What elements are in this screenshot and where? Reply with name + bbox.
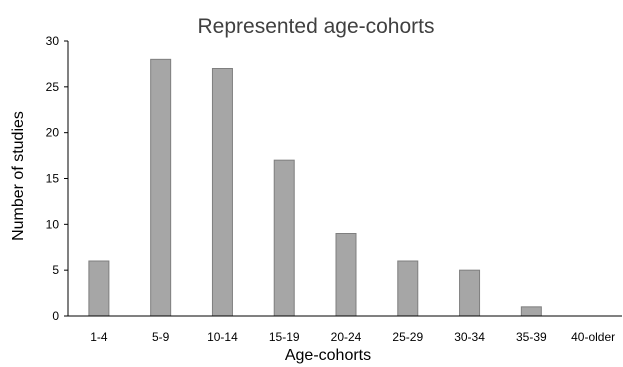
x-tick-label: 20-24: [331, 330, 362, 344]
bar-30-34: [459, 269, 481, 317]
y-tick-label: 5: [52, 263, 59, 277]
chart-title: Represented age-cohorts: [198, 15, 435, 38]
y-axis-label: Number of studies: [10, 111, 27, 241]
x-tick-label: 25-29: [392, 330, 423, 344]
y-tick-label: 20: [46, 126, 60, 140]
bar-1-4: [88, 260, 110, 317]
x-tick-label: 30-34: [454, 330, 485, 344]
y-tick-label: 0: [52, 309, 59, 323]
y-tick-label: 30: [46, 34, 60, 48]
bars: [88, 58, 542, 317]
y-tick-label: 15: [46, 172, 60, 186]
x-tick-label: 35-39: [516, 330, 547, 344]
y-tick-label: 10: [46, 217, 60, 231]
x-tick-label: 1-4: [90, 330, 108, 344]
bar-5-9: [150, 58, 172, 317]
x-tick-label: 10-14: [207, 330, 238, 344]
bar-15-19: [273, 159, 295, 317]
x-axis-label: Age-cohorts: [285, 347, 371, 364]
bar-10-14: [211, 68, 233, 317]
x-tick-label: 40-older: [571, 330, 615, 344]
bar-25-29: [397, 260, 419, 317]
y-tick-label: 25: [46, 80, 60, 94]
bar-35-39: [520, 306, 542, 317]
x-axis-ticks: 1-4 5-9 10-14 15-19 20-24 25-29 30-34 35-39 40-o…: [90, 330, 615, 344]
x-tick-label: 15-19: [269, 330, 300, 344]
x-tick-label: 5-9: [152, 330, 170, 344]
bar-20-24: [335, 233, 357, 317]
y-axis-ticks: 0 5 10 15 20 25 30: [46, 34, 68, 323]
